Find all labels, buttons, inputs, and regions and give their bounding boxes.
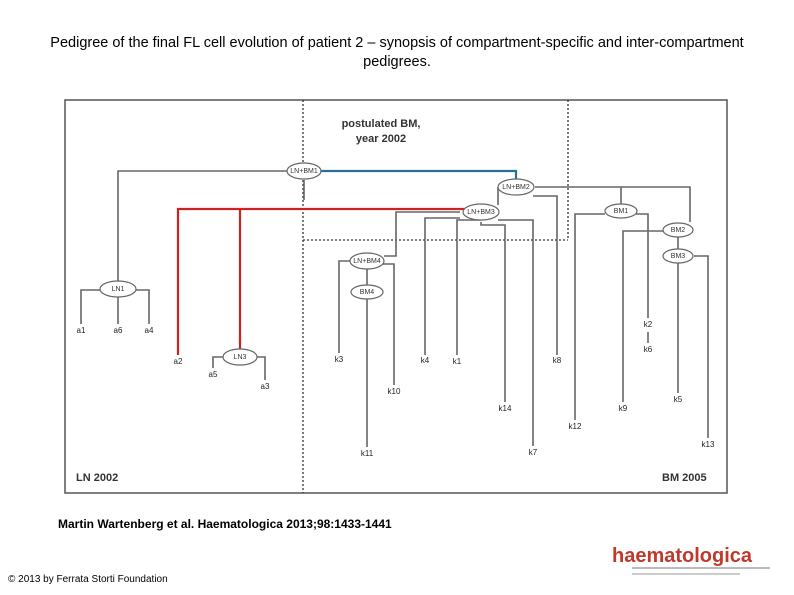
node-label: LN1 (112, 286, 125, 293)
leaf-label: k11 (361, 449, 374, 458)
node (99, 280, 137, 298)
leaf-label: k1 (453, 357, 462, 366)
copyright: © 2013 by Ferrata Storti Foundation (8, 574, 168, 585)
leaf-label: k6 (644, 345, 653, 354)
leaf-label: k13 (702, 440, 715, 449)
node (286, 162, 322, 180)
node-label: BM4 (360, 289, 375, 296)
node (604, 203, 638, 219)
node (350, 284, 384, 300)
node (349, 252, 385, 270)
leaf-label: k2 (644, 320, 653, 329)
leaf-label: k14 (499, 404, 512, 413)
citation: Martin Wartenberg et al. Haematologica 2… (58, 517, 392, 531)
leaf-label: k8 (553, 356, 562, 365)
node (462, 203, 500, 221)
region-label: postulated BM, (342, 118, 421, 130)
node (662, 222, 694, 238)
leaf-label: a5 (209, 370, 218, 379)
leaf-label: k7 (529, 448, 538, 457)
node-label: LN+BM2 (502, 184, 530, 191)
node (222, 348, 258, 366)
node-label: BM2 (671, 227, 686, 234)
leaf-label: k12 (569, 422, 582, 431)
leaf-label: a1 (77, 326, 86, 335)
figure-frame (64, 99, 728, 494)
leaf-label: k10 (388, 387, 401, 396)
node-label: BM3 (671, 253, 686, 260)
region-label: LN 2002 (76, 472, 118, 484)
node-label: LN+BM3 (467, 209, 495, 216)
title: Pedigree of the final FL cell evolution … (50, 35, 744, 70)
node-label: LN+BM1 (290, 168, 318, 175)
logo: haematologica (612, 545, 753, 567)
leaf-label: k4 (421, 356, 430, 365)
node-label: LN+BM4 (353, 258, 381, 265)
node (662, 248, 694, 264)
leaf-label: a4 (145, 326, 154, 335)
leaf-label: a2 (174, 357, 183, 366)
region-label: BM 2005 (662, 472, 707, 484)
leaf-label: k3 (335, 355, 344, 364)
nodes (99, 162, 694, 366)
node-label: BM1 (614, 208, 629, 215)
region-label: year 2002 (356, 133, 406, 145)
leaf-label: k5 (674, 395, 683, 404)
tree-lines (80, 169, 709, 447)
leaf-label: a3 (261, 382, 270, 391)
leaf-label: k9 (619, 404, 628, 413)
node (497, 178, 535, 196)
leaf-label: a6 (114, 326, 123, 335)
node-label: LN3 (234, 354, 247, 361)
